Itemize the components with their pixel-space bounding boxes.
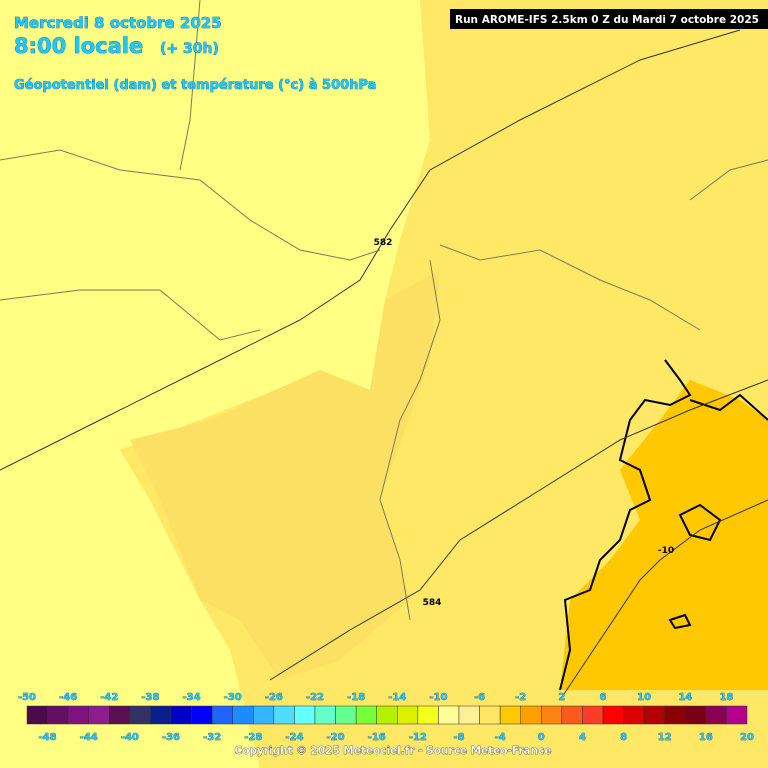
legend-label: 0: [538, 732, 545, 743]
legend-swatch: [582, 705, 604, 725]
legend-label: -36: [162, 732, 180, 743]
date: Mercredi 8 octobre 2025: [14, 14, 222, 32]
run-label: Run AROME-IFS 2.5km 0 Z du Mardi 7 octob…: [455, 14, 759, 26]
legend-label: -14: [388, 692, 406, 703]
legend-swatch: [438, 705, 460, 725]
legend-label: 12: [658, 732, 672, 743]
legend-swatch: [499, 705, 521, 725]
legend-label: -4: [495, 732, 506, 743]
legend-swatch: [232, 705, 254, 725]
legend-label: 16: [699, 732, 713, 743]
legend-label: -24: [285, 732, 303, 743]
legend-swatch: [643, 705, 665, 725]
legend-swatch: [602, 705, 624, 725]
legend-label: 8: [620, 732, 627, 743]
legend-swatch: [253, 705, 275, 725]
legend-swatch: [335, 705, 357, 725]
legend-swatch: [47, 705, 69, 725]
coastline: [559, 359, 692, 691]
legend-label: -44: [80, 732, 98, 743]
border: [0, 0, 768, 621]
copyright: Copyright © 2025 Meteociel.fr - Source M…: [235, 745, 552, 757]
legend-swatch: [67, 705, 89, 725]
run-box: [450, 9, 768, 29]
contour-label: 582: [374, 238, 393, 248]
legend-swatch: [705, 705, 727, 725]
legend-label: -18: [347, 692, 365, 703]
island: [668, 613, 692, 630]
legend-label: -12: [409, 732, 427, 743]
legend-label: -26: [265, 692, 283, 703]
legend-label: 14: [678, 692, 692, 703]
time: 8:00 locale: [14, 34, 143, 58]
legend-label: -38: [141, 692, 159, 703]
legend-label: -28: [244, 732, 262, 743]
isohypse: [269, 379, 768, 681]
legend-swatch: [623, 705, 645, 725]
legend-label: -22: [306, 692, 324, 703]
legend-label: 20: [740, 732, 754, 743]
legend-swatch: [726, 705, 748, 725]
legend-label: -6: [474, 692, 485, 703]
lead: (+ 30h): [160, 41, 219, 57]
legend-label: -10: [429, 692, 447, 703]
parameter: Géopotentiel (dam) et température (°c) à…: [14, 78, 376, 93]
legend-swatch: [273, 705, 295, 725]
legend: -50 -46 -42 -38 -34 -30 -26 -22 -18 -14 -10 -6 -2 2 6 1…: [18, 692, 755, 744]
temp-zone: [130, 270, 440, 680]
legend-label: 6: [600, 692, 607, 703]
isohypse: [0, 29, 741, 471]
contour-labels: 582 584 -10: [374, 238, 675, 608]
legend-swatch: [191, 705, 213, 725]
legend-label: 2: [558, 692, 565, 703]
legend-swatch: [129, 705, 151, 725]
legend-swatch: [150, 705, 172, 725]
legend-swatch: [664, 705, 686, 725]
legend-swatch: [170, 705, 192, 725]
legend-label: -20: [327, 732, 345, 743]
legend-label: 10: [637, 692, 651, 703]
legend-label: -8: [453, 732, 464, 743]
legend-swatch: [520, 705, 542, 725]
legend-label: -42: [100, 692, 118, 703]
legend-label: -50: [18, 692, 36, 703]
warm-zone: [560, 380, 768, 690]
contour-label: 584: [423, 598, 442, 608]
legend-swatch: [88, 705, 110, 725]
legend-label: -16: [368, 732, 386, 743]
legend-swatch: [211, 705, 233, 725]
contour-label: -10: [658, 546, 674, 556]
legend-label: -2: [515, 692, 526, 703]
legend-swatch: [355, 705, 377, 725]
legend-swatch: [376, 705, 398, 725]
coastline: [689, 393, 768, 421]
legend-swatch: [458, 705, 480, 725]
island: [678, 503, 722, 542]
legend-label: -40: [121, 732, 139, 743]
legend-swatch: [561, 705, 583, 725]
legend-label: 4: [579, 732, 586, 743]
legend-swatch: [397, 705, 419, 725]
legend-label: -30: [224, 692, 242, 703]
legend-swatch: [109, 705, 131, 725]
legend-label: -32: [203, 732, 221, 743]
legend-swatch: [417, 705, 439, 725]
legend-label: 18: [719, 692, 733, 703]
isotherm: [559, 499, 768, 701]
legend-swatch: [26, 705, 48, 725]
legend-swatch: [479, 705, 501, 725]
legend-swatch: [685, 705, 707, 725]
legend-label: -46: [59, 692, 77, 703]
legend-swatch: [294, 705, 316, 725]
legend-swatch: [314, 705, 336, 725]
legend-swatch: [541, 705, 563, 725]
legend-label: -34: [183, 692, 201, 703]
legend-label: -48: [39, 732, 57, 743]
